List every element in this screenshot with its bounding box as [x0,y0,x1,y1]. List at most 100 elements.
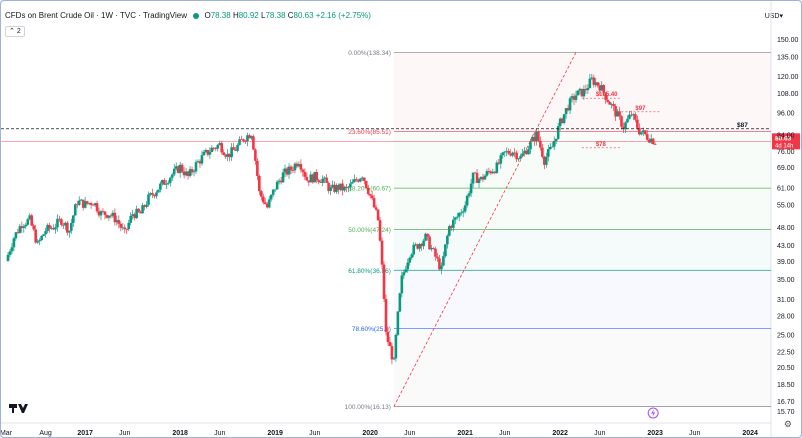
candle-body [606,99,609,102]
candle-body [450,226,453,228]
price-tick-label: 43.00 [777,243,795,250]
indicator-count-value: 2 [16,28,21,35]
candle-body [546,148,550,157]
candle-body [343,186,346,191]
candle-body [376,209,380,221]
candle-body [267,199,271,208]
candle-body [594,82,598,85]
candle-body [97,211,101,216]
candle-body [321,178,324,183]
candle-body [60,219,63,225]
chevron-down-icon: ▾ [779,13,783,20]
price-tick-label: 61.00 [777,185,795,192]
candle-body [246,135,249,142]
candle-body [178,164,182,173]
time-tick-label: Jun [214,430,225,437]
price-tick-label: 96.00 [777,111,795,118]
candle-body [394,334,398,359]
time-tick-label: 2018 [172,430,188,437]
candle-body [638,127,641,135]
candle-body [471,172,475,184]
candle-body [218,143,222,146]
candle-body [111,212,115,216]
candle-body [364,180,368,188]
candle-body [489,171,493,174]
indicator-count-toggle[interactable]: ⌃ 2 [5,26,25,37]
price-tick-label: 135.00 [777,54,799,61]
candle-body [550,146,554,148]
candle-body [426,233,429,237]
candle-body [640,132,643,135]
candle-body [6,254,10,262]
candle-body [73,204,77,216]
currency-selector[interactable]: USD▾ [765,12,783,20]
candle-body [370,195,374,199]
price-tick-label: 35.00 [777,277,795,284]
candle-body [378,220,382,241]
open-label: O [204,11,211,20]
price-tick-label: 69.00 [777,165,795,172]
candle-body [149,193,152,195]
candle-body [481,176,485,180]
candle-body [176,166,180,173]
close-label: C [287,11,294,20]
candle-body [319,181,322,183]
candle-body [339,183,342,190]
candle-body [554,138,558,141]
candle-body [71,215,75,224]
lightning-icon[interactable] [647,407,659,419]
candle-body [392,358,396,360]
price-tick-label: 15.70 [777,409,795,416]
time-tick-label: Jun [594,430,605,437]
candle-body [493,171,497,173]
candle-body [582,88,586,97]
candle-body [101,211,105,213]
currency-label: USD [764,13,780,20]
candle-body [503,151,507,153]
candle-body [533,136,536,142]
price-tick-label: 28.00 [777,314,795,321]
candle-body [147,194,150,205]
candle-body [44,231,47,235]
candle-body [335,185,338,192]
candle-body [513,152,516,154]
low-label: L [261,11,266,20]
candle-body [507,150,511,154]
last-price-value: 80.63 [775,135,792,142]
candle-body [529,141,532,150]
candle-body [463,205,467,212]
candle-body [511,152,514,156]
price-axis[interactable]: 150.00 135.00 120.00 108.00 96.00 84.00 76.00 6… [777,37,799,416]
candle-body [645,134,649,140]
candle-body [562,114,566,123]
candle-body [184,171,188,176]
candle-body [127,222,131,230]
candle-body [531,136,534,142]
gear-icon[interactable]: ⚙ [783,419,792,429]
candle-body [93,203,97,206]
candle-body [491,171,495,174]
annotation-label: $105.40 [596,92,618,98]
candle-body [139,211,142,214]
fib-retracement[interactable]: 0.00%(138.34) 23.60%(85.51) 38.20%(60.67) 5… [345,50,771,411]
candle-body [558,118,562,127]
candle-body [592,77,596,85]
price-tick-label: 150.00 [777,37,799,44]
candle-body [143,205,146,207]
candle-body [287,166,291,175]
tradingview-logo-icon[interactable] [9,404,28,413]
candle-body [430,248,433,250]
symbol-title[interactable]: CFDs on Brent Crude Oil · 1W · TVC · Tra… [5,11,187,20]
candle-body [141,205,144,214]
candle-body [113,212,117,223]
candle-body [438,258,441,270]
candle-body [137,208,140,212]
time-axis[interactable]: Mar Aug 2017 Jun 2018 Jun 2019 Jun 2020 Jun 2021 Ju… [1,430,758,437]
candle-body [566,108,570,111]
candles [6,73,657,365]
resistance-label: $87 [737,122,748,129]
price-tick-label: 16.70 [777,399,795,406]
candle-body [48,224,51,229]
candle-body [307,180,311,183]
